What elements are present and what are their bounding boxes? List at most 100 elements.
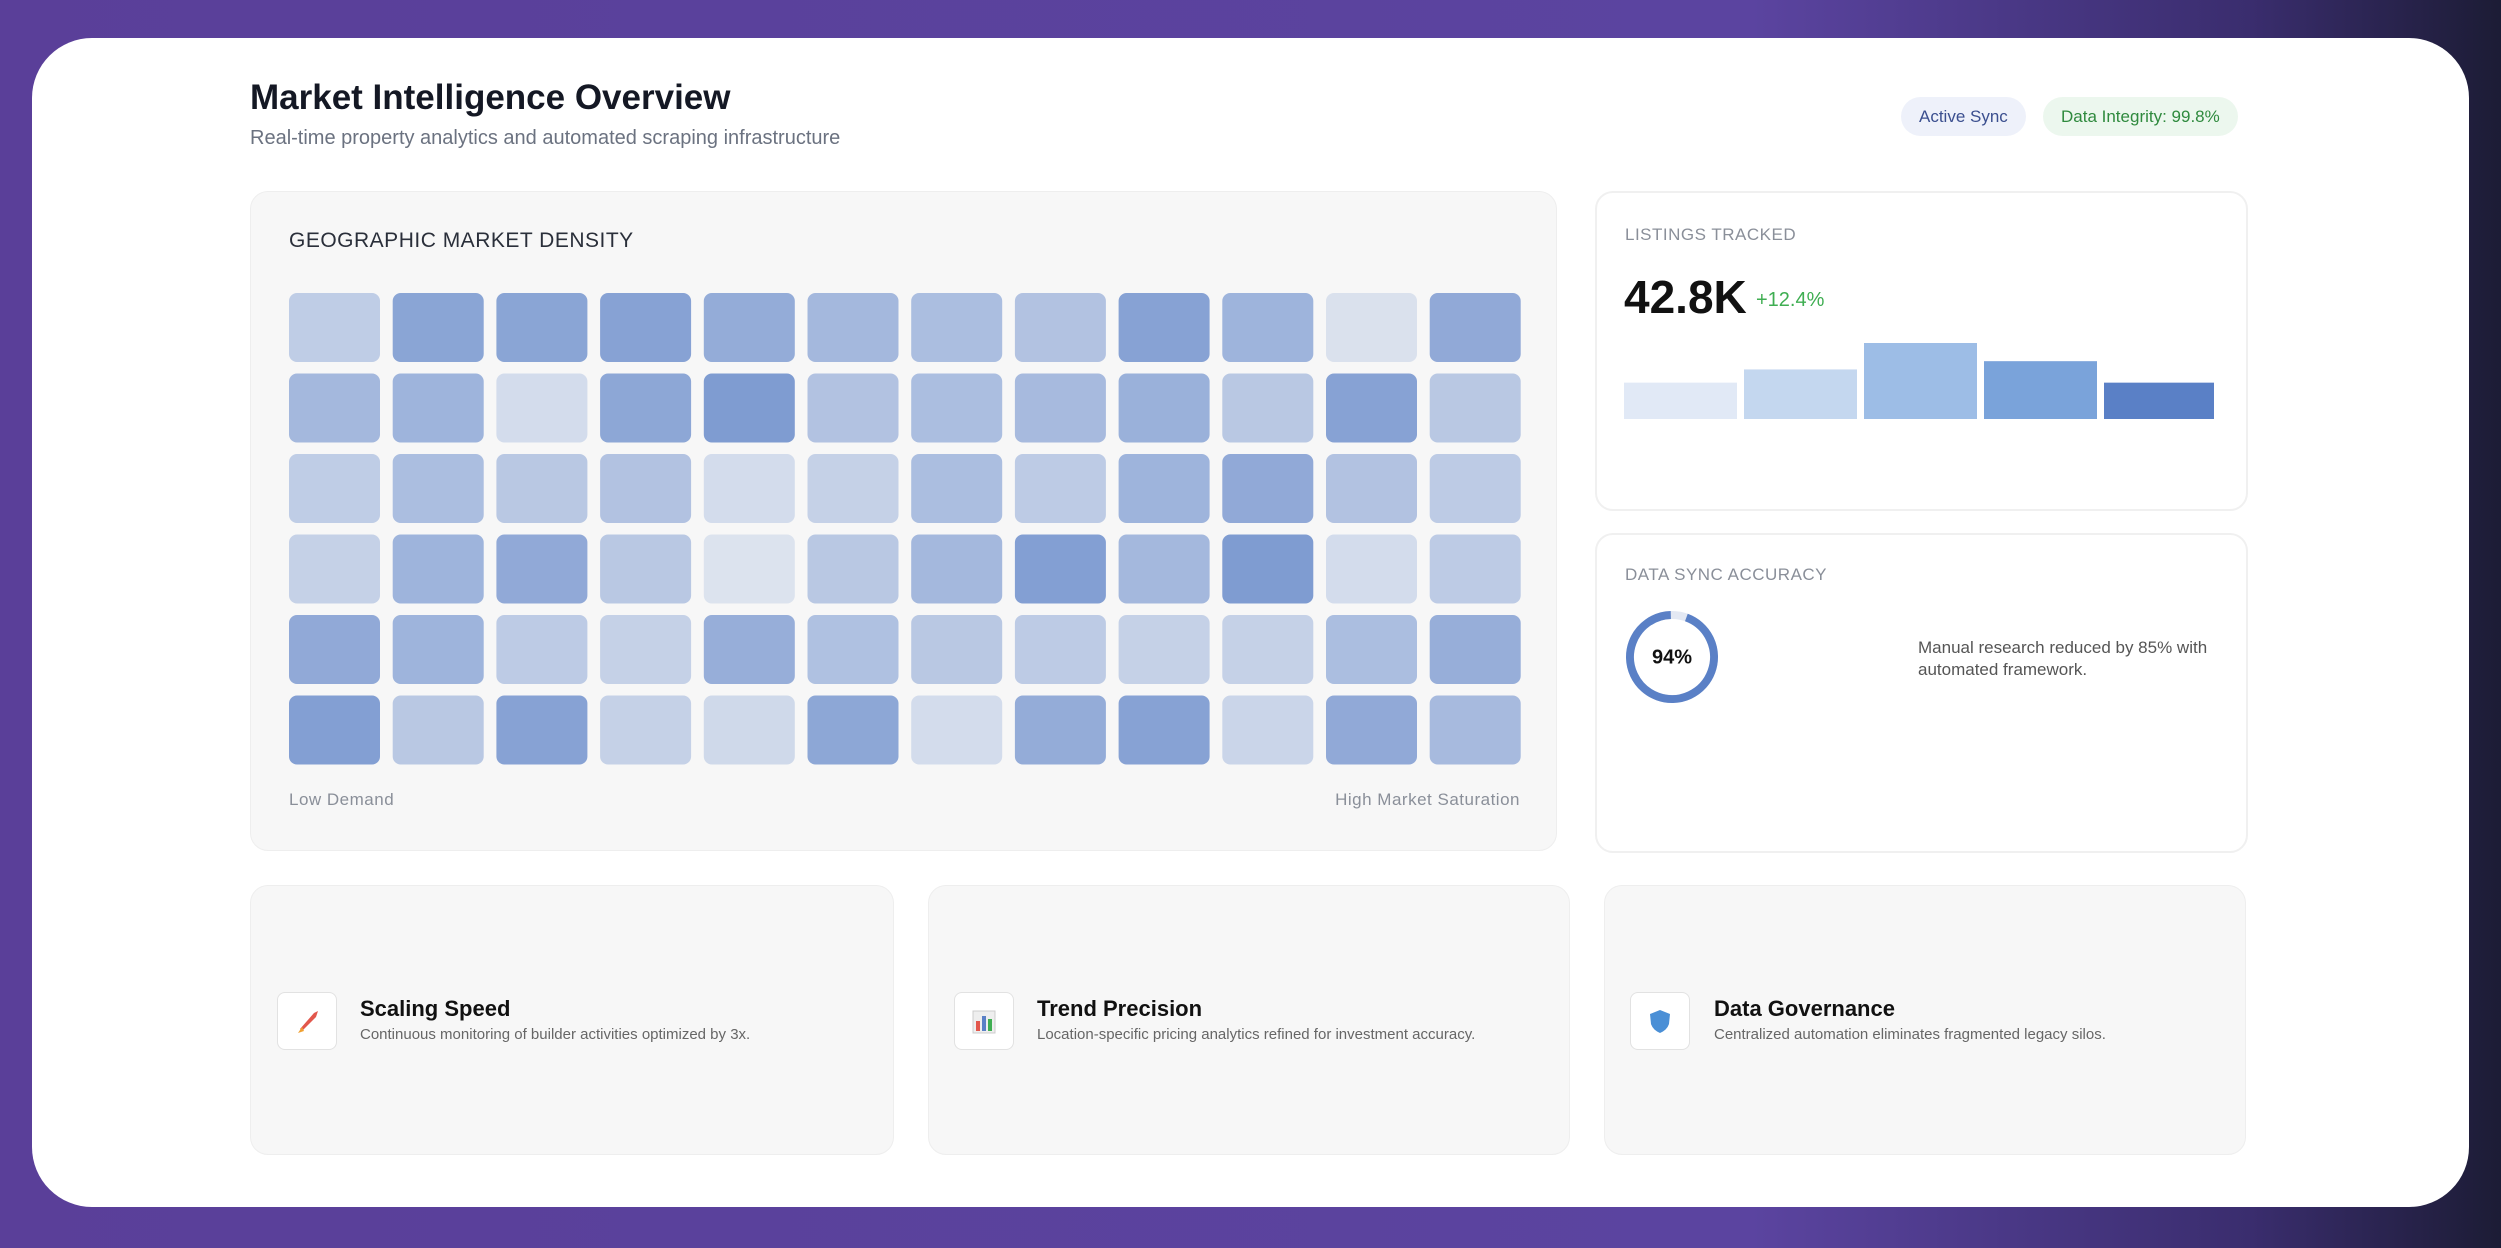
listings-label: LISTINGS TRACKED xyxy=(1625,225,1797,244)
heat-cell xyxy=(1222,534,1314,604)
heat-cell xyxy=(1326,534,1417,604)
listings-change: +12.4% xyxy=(1756,289,1825,311)
feature-description: Location-specific pricing analytics refi… xyxy=(1037,1026,1476,1043)
heat-cell xyxy=(1222,293,1314,362)
listing-bar xyxy=(1744,369,1857,419)
icon-graphic xyxy=(972,1010,996,1034)
heat-cell xyxy=(289,695,380,765)
status-badge: Active Sync xyxy=(1901,97,2026,136)
listing-bar xyxy=(1864,343,1977,419)
heat-cell xyxy=(1429,454,1521,523)
heat-cell xyxy=(1118,695,1210,765)
heat-cell xyxy=(600,695,692,765)
heat-cell xyxy=(1326,454,1417,523)
feature-description: Centralized automation eliminates fragme… xyxy=(1714,1026,2106,1043)
heat-cell xyxy=(1118,373,1210,443)
heatmap-title: GEOGRAPHIC MARKET DENSITY xyxy=(289,229,634,252)
heat-cell xyxy=(289,293,380,362)
heat-cell xyxy=(1014,695,1106,765)
heat-cell xyxy=(496,373,588,443)
heat-cell xyxy=(703,695,795,765)
heat-cell xyxy=(289,534,380,604)
heat-cell xyxy=(1014,373,1106,443)
heat-cell xyxy=(807,695,899,765)
heat-cell xyxy=(392,454,484,523)
accuracy-note: Manual research reduced by 85% with auto… xyxy=(1918,638,2208,679)
legend-low: Low Demand xyxy=(289,790,395,809)
heat-cell xyxy=(911,454,1003,523)
icon-graphic xyxy=(1650,1010,1670,1033)
heat-cell xyxy=(1429,695,1521,765)
heat-cell xyxy=(1118,615,1210,684)
feature-card xyxy=(250,885,894,1155)
rocket-icon xyxy=(277,992,337,1050)
heat-cell xyxy=(703,615,795,684)
heat-cell xyxy=(600,454,692,523)
heat-cell xyxy=(392,534,484,604)
shield-icon xyxy=(1630,992,1690,1050)
heat-cell xyxy=(1118,293,1210,362)
heat-cell xyxy=(807,373,899,443)
heat-cell xyxy=(1326,293,1417,362)
heat-cell xyxy=(911,695,1003,765)
heat-cell xyxy=(1014,293,1106,362)
heat-cell xyxy=(600,293,692,362)
heat-cell xyxy=(289,373,380,443)
heat-cell xyxy=(1222,454,1314,523)
listings-bars xyxy=(1624,343,2214,419)
donut-arc xyxy=(1626,611,1718,703)
listing-bar xyxy=(1624,382,1737,419)
heat-cell xyxy=(1326,695,1417,765)
heat-cell xyxy=(600,534,692,604)
heat-cell xyxy=(496,615,588,684)
heat-cell xyxy=(807,615,899,684)
heat-cell xyxy=(1429,293,1521,362)
heat-cell xyxy=(392,373,484,443)
heat-cell xyxy=(1429,373,1521,443)
heat-cell xyxy=(807,454,899,523)
feature-description: Continuous monitoring of builder activit… xyxy=(360,1026,751,1043)
accuracy-card xyxy=(1595,533,2248,853)
heatmap xyxy=(289,293,1521,765)
heat-cell xyxy=(1014,454,1106,523)
feature-title: Scaling Speed xyxy=(360,996,511,1021)
feature-title: Trend Precision xyxy=(1037,996,1203,1021)
chart-icon xyxy=(954,992,1014,1050)
heat-cell xyxy=(703,454,795,523)
listing-bar xyxy=(1984,361,2097,419)
heat-cell xyxy=(289,615,380,684)
feature-card xyxy=(1604,885,2246,1155)
heat-cell xyxy=(496,454,588,523)
heat-cell xyxy=(496,293,588,362)
heat-cell xyxy=(703,373,795,443)
heat-cell xyxy=(807,293,899,362)
listings-value: 42.8K xyxy=(1624,271,1747,323)
heat-cell xyxy=(1014,534,1106,604)
heat-cell xyxy=(1326,615,1417,684)
heat-cell xyxy=(1222,373,1314,443)
page-title: Market Intelligence Overview xyxy=(250,78,731,117)
feature-card xyxy=(928,885,1570,1155)
heat-cell xyxy=(911,293,1003,362)
accuracy-value: 94% xyxy=(1652,646,1692,668)
heat-cell xyxy=(1014,615,1106,684)
heat-cell xyxy=(496,695,588,765)
heat-cell xyxy=(496,534,588,604)
listing-bar xyxy=(2104,382,2214,419)
heat-cell xyxy=(911,373,1003,443)
feature-title: Data Governance xyxy=(1714,996,1895,1021)
heat-cell xyxy=(600,615,692,684)
heat-cell xyxy=(1118,534,1210,604)
heat-cell xyxy=(1429,534,1521,604)
accuracy-donut: 94% xyxy=(1626,611,1718,703)
heat-cell xyxy=(1326,373,1417,443)
heat-cell xyxy=(392,615,484,684)
page-subtitle: Real-time property analytics and automat… xyxy=(250,127,841,149)
heat-cell xyxy=(392,293,484,362)
heat-cell xyxy=(911,615,1003,684)
heat-cell xyxy=(1222,615,1314,684)
accuracy-label: DATA SYNC ACCURACY xyxy=(1625,565,1828,584)
icon-graphic xyxy=(298,1011,318,1033)
heat-cell xyxy=(600,373,692,443)
